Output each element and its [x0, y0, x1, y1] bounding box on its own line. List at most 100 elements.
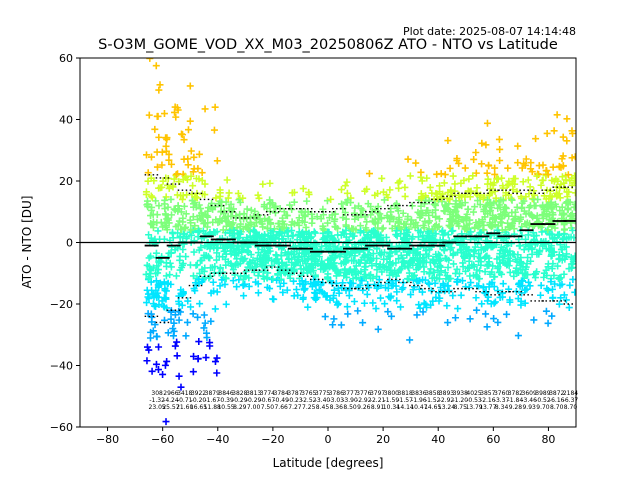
bin-stat-label: -1.32 [149, 397, 165, 404]
bin-stat-label: -3.90 [342, 397, 358, 404]
data-point [234, 189, 242, 197]
data-point [316, 247, 324, 255]
bin-stat-label: 3418 [177, 390, 192, 397]
data-point [461, 253, 469, 261]
data-point [338, 200, 346, 208]
data-point [503, 182, 511, 190]
data-point [173, 191, 181, 199]
data-point [179, 218, 187, 226]
data-point [288, 189, 296, 197]
data-point [450, 260, 458, 268]
data-point [564, 171, 572, 179]
data-point [341, 209, 349, 217]
data-point [348, 224, 356, 232]
data-point [518, 223, 526, 231]
data-point [176, 266, 184, 274]
data-point [343, 189, 351, 197]
data-point [476, 267, 484, 275]
data-point [518, 231, 526, 239]
bin-stat-label: -1.67 [205, 397, 221, 404]
data-point [453, 204, 461, 212]
data-point [548, 265, 556, 273]
data-point [271, 209, 279, 217]
data-point [528, 168, 536, 176]
bin-stat-label: 4025 [466, 390, 481, 397]
data-point [490, 299, 498, 307]
bin-stat-label: 7.25 [302, 404, 316, 411]
data-point [499, 184, 507, 192]
data-point [448, 191, 456, 199]
data-point [517, 254, 525, 262]
data-point [236, 198, 244, 206]
data-point [245, 274, 253, 282]
bin-stat-label: -2.21 [370, 397, 386, 404]
data-point [339, 228, 347, 236]
bin-stat-label: 16.65 [190, 404, 207, 411]
data-point [280, 224, 288, 232]
bin-stat-label: -0.39 [218, 397, 234, 404]
data-point [152, 360, 160, 368]
data-point [254, 191, 262, 199]
data-point [147, 192, 155, 200]
data-point [506, 223, 514, 231]
data-point [344, 310, 352, 318]
data-point [303, 197, 311, 205]
data-point [207, 203, 215, 211]
bin-stat-label: 3872 [549, 390, 564, 397]
data-point [420, 257, 428, 265]
data-point [467, 279, 475, 287]
data-point [423, 207, 431, 215]
data-point [523, 221, 531, 229]
data-point [453, 265, 461, 273]
data-point [286, 237, 294, 245]
data-point [398, 285, 406, 293]
data-point [330, 249, 338, 257]
data-point [216, 264, 224, 272]
data-point [245, 248, 253, 256]
data-point [153, 332, 161, 340]
data-point [368, 262, 376, 270]
data-point [404, 215, 412, 223]
data-point [351, 204, 359, 212]
data-point [233, 283, 241, 291]
data-point [263, 204, 271, 212]
y-tick-label: 0 [66, 237, 73, 250]
data-point [521, 299, 529, 307]
data-point [355, 202, 363, 210]
data-point [413, 311, 421, 319]
data-point [465, 283, 473, 291]
data-point [254, 280, 262, 288]
data-point [269, 295, 277, 303]
data-point [224, 212, 232, 220]
data-point [143, 286, 151, 294]
data-point [211, 305, 219, 313]
data-point [460, 217, 468, 225]
data-point [152, 197, 160, 205]
data-point [183, 318, 191, 326]
data-point [376, 210, 384, 218]
data-point [232, 212, 240, 220]
data-point [447, 187, 455, 195]
data-point [370, 227, 378, 235]
data-point [479, 283, 487, 291]
data-point [396, 177, 404, 185]
data-point [461, 164, 469, 172]
data-point [414, 233, 422, 241]
data-point [187, 226, 195, 234]
data-point [425, 197, 433, 205]
data-point [545, 219, 553, 227]
data-point [172, 223, 180, 231]
bin-stat-label: -1.52 [425, 397, 441, 404]
data-point [555, 163, 563, 171]
data-point [481, 268, 489, 276]
x-axis-label: Latitude [degrees] [273, 456, 384, 470]
bin-stat-label: 10.34 [383, 404, 400, 411]
data-point [198, 169, 206, 177]
data-point [383, 266, 391, 274]
data-point [226, 221, 234, 229]
data-point [258, 220, 266, 228]
data-point [451, 314, 459, 322]
bin-stat-label: 3938 [453, 390, 468, 397]
bin-stat-label: -2.52 [301, 397, 317, 404]
data-point [260, 243, 268, 251]
